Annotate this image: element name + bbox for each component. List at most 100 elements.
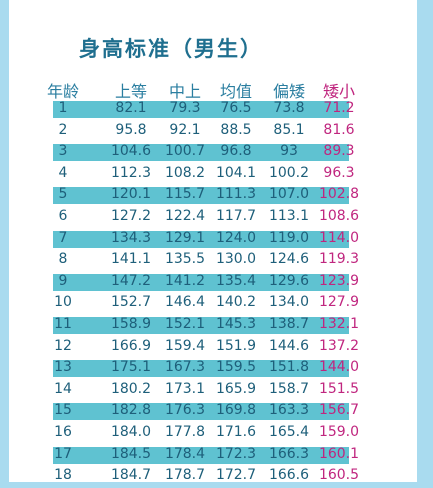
cell-average: 159.5 — [215, 359, 257, 376]
cell-average: 145.3 — [215, 315, 257, 332]
table-row: 16 184.0 177.8 171.6 165.4 159.0 — [49, 423, 359, 445]
cell-very-short: 137.2 — [318, 337, 360, 354]
table-row: 9 147.2 141.2 135.4 129.6 123.9 — [49, 272, 359, 294]
cell-average: 172.3 — [215, 445, 257, 462]
table-row: 6 127.2 122.4 117.7 113.1 108.6 — [49, 207, 360, 229]
cell-top: 141.1 — [110, 251, 152, 268]
cell-short: 165.4 — [268, 423, 310, 440]
cell-average: 117.7 — [215, 207, 257, 224]
cell-short: 107.0 — [268, 186, 310, 203]
col-header-top: 上等 — [114, 82, 147, 101]
cell-short: 163.3 — [268, 402, 310, 419]
cell-top: 166.9 — [110, 337, 152, 354]
cell-above-average: 173.1 — [164, 380, 206, 397]
cell-above-average: 122.4 — [164, 207, 206, 224]
col-header-short: 偏矮 — [272, 82, 305, 101]
cell-short: 166.6 — [268, 467, 310, 484]
cell-age: 9 — [58, 272, 68, 289]
cell-average: 104.1 — [215, 164, 257, 181]
cell-age: 2 — [58, 121, 68, 138]
cell-short: 113.1 — [268, 207, 310, 224]
cell-age: 10 — [54, 294, 72, 311]
cell-short: 124.6 — [268, 251, 310, 268]
chart-card: 身高标准（男生） 年龄 上等 中上 均值 偏矮 矮小 1 82.1 79.3 76.5… — [9, 0, 417, 483]
page-title: 身高标准（男生） — [79, 37, 263, 61]
cell-age: 18 — [54, 467, 72, 484]
cell-short: 138.7 — [268, 315, 310, 332]
cell-very-short: 151.5 — [318, 380, 360, 397]
cell-above-average: 100.7 — [164, 143, 206, 160]
table-header: 年龄 上等 中上 均值 偏矮 矮小 — [47, 78, 355, 101]
cell-short: 158.7 — [268, 380, 310, 397]
cell-age: 8 — [58, 251, 68, 268]
cell-age: 1 — [58, 100, 68, 116]
cell-age: 16 — [54, 423, 72, 440]
col-header-very-short: 矮小 — [322, 82, 355, 101]
col-header-average: 均值 — [219, 82, 252, 101]
cell-average: 124.0 — [215, 229, 257, 246]
table-row: 12 166.9 159.4 151.9 144.6 137.2 — [49, 337, 359, 359]
cell-very-short: 102.8 — [318, 186, 360, 203]
cell-above-average: 79.3 — [169, 100, 201, 116]
cell-age: 5 — [58, 186, 68, 203]
cell-top: 120.1 — [110, 186, 152, 203]
table-row: 7 134.3 129.1 124.0 119.0 114.0 — [49, 229, 359, 251]
cell-age: 11 — [54, 315, 72, 332]
cell-above-average: 176.3 — [164, 402, 206, 419]
cell-above-average: 178.4 — [164, 445, 206, 462]
cell-top: 134.3 — [110, 229, 152, 246]
cell-very-short: 156.7 — [318, 402, 360, 419]
cell-very-short: 81.6 — [323, 121, 355, 138]
cell-top: 182.8 — [110, 402, 152, 419]
cell-average: 111.3 — [215, 186, 257, 203]
cell-above-average: 146.4 — [164, 294, 206, 311]
table-row: 13 175.1 167.3 159.5 151.8 144.0 — [49, 358, 359, 380]
cell-very-short: 114.0 — [318, 229, 360, 246]
cell-age: 15 — [54, 402, 72, 419]
cell-average: 165.9 — [215, 380, 257, 397]
col-header-age: 年龄 — [46, 82, 79, 101]
cell-above-average: 178.7 — [164, 467, 206, 484]
cell-above-average: 141.2 — [164, 272, 206, 289]
cell-above-average: 129.1 — [164, 229, 206, 246]
cell-short: 73.8 — [273, 100, 305, 116]
cell-very-short: 144.0 — [318, 359, 360, 376]
cell-short: 93 — [280, 143, 298, 160]
cell-very-short: 89.3 — [323, 143, 355, 160]
cell-age: 14 — [54, 380, 72, 397]
table-row: 15 182.8 176.3 169.8 163.3 156.7 — [49, 401, 359, 423]
cell-top: 112.3 — [110, 164, 152, 181]
table-row: 5 120.1 115.7 111.3 107.0 102.8 — [49, 185, 359, 207]
table-row: 4 112.3 108.2 104.1 100.2 96.3 — [49, 164, 355, 186]
cell-short: 85.1 — [273, 121, 305, 138]
cell-age: 3 — [58, 143, 68, 160]
cell-average: 172.7 — [215, 467, 257, 484]
cell-above-average: 108.2 — [164, 164, 206, 181]
table-row: 18 184.7 178.7 172.7 166.6 160.5 — [49, 466, 359, 488]
cell-top: 95.8 — [115, 121, 147, 138]
table-row: 10 152.7 146.4 140.2 134.0 127.9 — [49, 293, 359, 315]
cell-short: 166.3 — [268, 445, 310, 462]
cell-short: 144.6 — [268, 337, 310, 354]
cell-above-average: 92.1 — [169, 121, 201, 138]
cell-above-average: 152.1 — [164, 315, 206, 332]
cell-age: 6 — [58, 207, 68, 224]
cell-average: 171.6 — [215, 423, 257, 440]
cell-top: 184.5 — [110, 445, 152, 462]
cell-average: 169.8 — [215, 402, 257, 419]
cell-above-average: 167.3 — [164, 359, 206, 376]
cell-top: 82.1 — [115, 100, 147, 116]
cell-age: 13 — [54, 359, 72, 376]
cell-top: 127.2 — [110, 207, 152, 224]
height-table: 1 82.1 79.3 76.5 73.8 71.2 2 95.8 92.1 88.5 85.1 81… — [49, 99, 360, 488]
cell-short: 100.2 — [268, 164, 310, 181]
table-row: 2 95.8 92.1 88.5 85.1 81.6 — [49, 121, 355, 143]
cell-very-short: 108.6 — [318, 207, 360, 224]
cell-very-short: 119.3 — [318, 251, 360, 268]
cell-average: 96.8 — [220, 143, 252, 160]
cell-age: 12 — [54, 337, 72, 354]
table-row: 17 184.5 178.4 172.3 166.3 160.1 — [49, 445, 359, 467]
cell-short: 151.8 — [268, 359, 310, 376]
cell-average: 76.5 — [220, 100, 252, 116]
cell-very-short: 159.0 — [318, 423, 360, 440]
